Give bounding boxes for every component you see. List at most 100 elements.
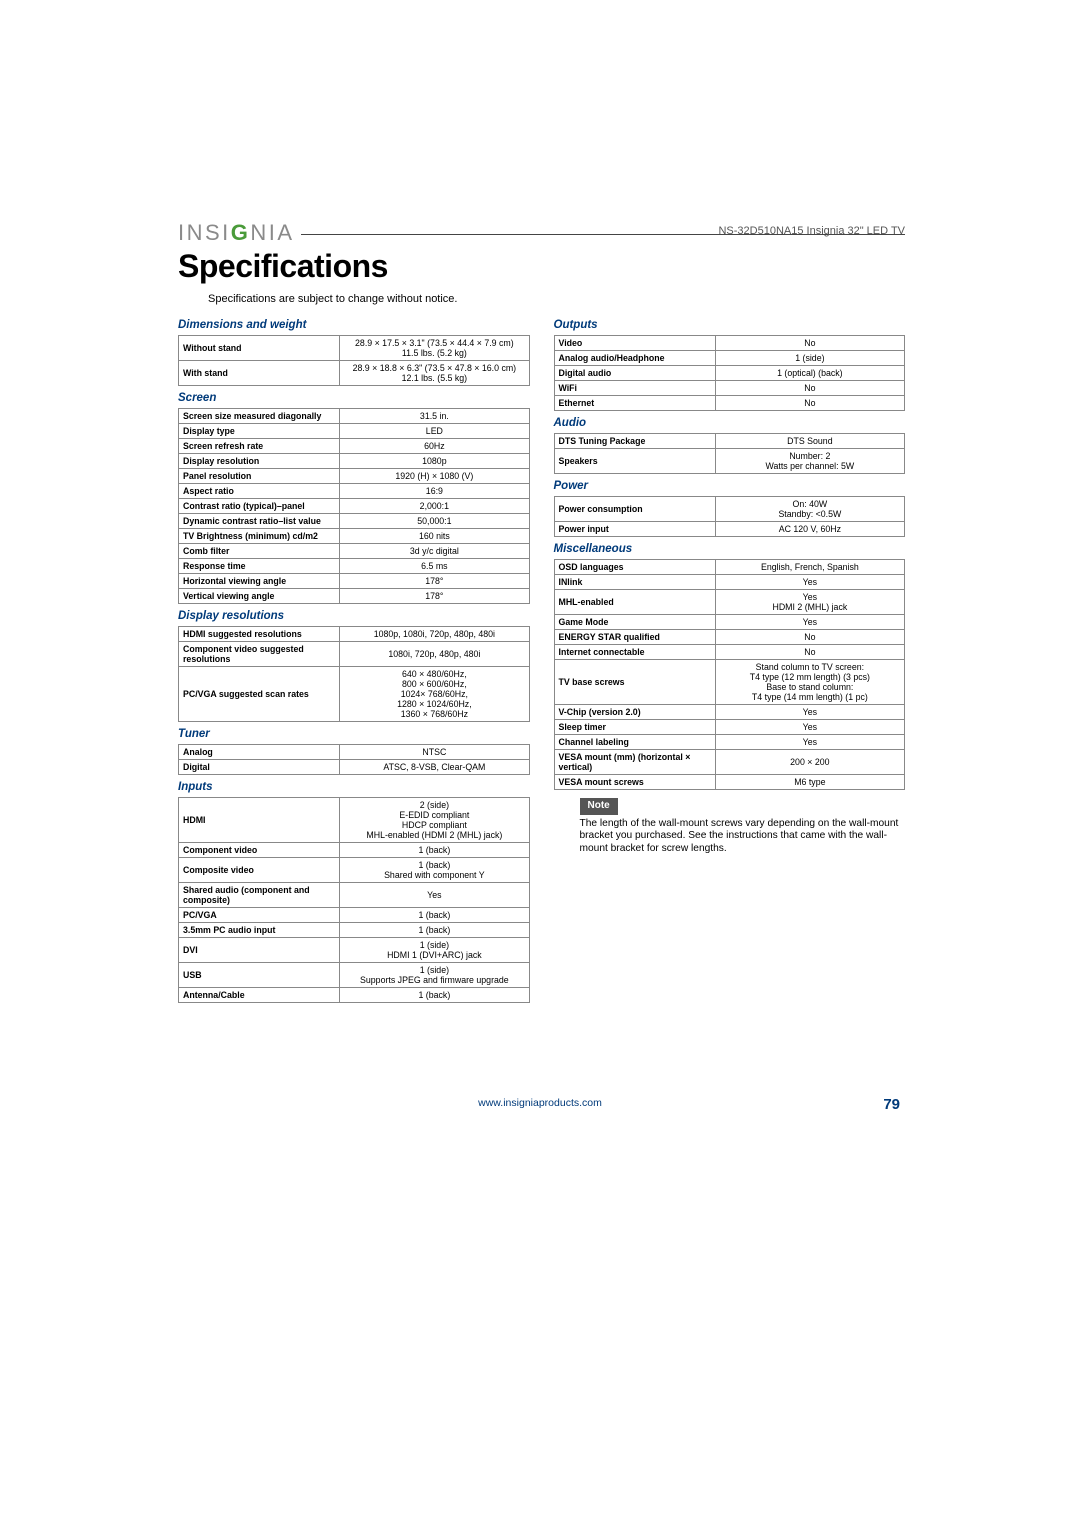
spec-key: Response time: [179, 559, 340, 574]
table-row: Component video1 (back): [179, 843, 530, 858]
section-dimensions-title: Dimensions and weight: [178, 319, 530, 331]
table-row: Composite video1 (back)Shared with compo…: [179, 858, 530, 883]
table-row: HDMI2 (side)E-EDID compliantHDCP complia…: [179, 798, 530, 843]
table-row: DTS Tuning PackageDTS Sound: [554, 434, 905, 449]
spec-value: 3d y/c digital: [340, 544, 529, 559]
table-row: WiFiNo: [554, 381, 905, 396]
spec-value: DTS Sound: [715, 434, 904, 449]
section-misc-title: Miscellaneous: [554, 543, 906, 555]
spec-value: Yes: [715, 705, 904, 720]
table-row: TV Brightness (minimum) cd/m2160 nits: [179, 529, 530, 544]
spec-value: 28.9 × 17.5 × 3.1" (73.5 × 44.4 × 7.9 cm…: [340, 336, 529, 361]
table-row: Response time6.5 ms: [179, 559, 530, 574]
logo-accent: G: [231, 220, 251, 245]
spec-key: HDMI suggested resolutions: [179, 627, 340, 642]
table-row: Sleep timerYes: [554, 720, 905, 735]
footer-url[interactable]: www.insigniaproducts.com: [478, 1097, 602, 1109]
spec-key: Component video: [179, 843, 340, 858]
spec-key: USB: [179, 963, 340, 988]
outputs-table: VideoNoAnalog audio/Headphone1 (side)Dig…: [554, 335, 906, 411]
spec-value: 1920 (H) × 1080 (V): [340, 469, 529, 484]
spec-value: 16:9: [340, 484, 529, 499]
table-row: Horizontal viewing angle178°: [179, 574, 530, 589]
table-row: DVI1 (side)HDMI 1 (DVI+ARC) jack: [179, 938, 530, 963]
table-row: Internet connectableNo: [554, 645, 905, 660]
spec-key: Digital: [179, 760, 340, 775]
columns: Dimensions and weight Without stand28.9 …: [178, 313, 905, 1003]
table-row: Digital audio1 (optical) (back): [554, 366, 905, 381]
table-row: SpeakersNumber: 2Watts per channel: 5W: [554, 449, 905, 474]
spec-key: Game Mode: [554, 615, 715, 630]
spec-value: On: 40WStandby: <0.5W: [715, 497, 904, 522]
spec-value: No: [715, 336, 904, 351]
spec-key: Channel labeling: [554, 735, 715, 750]
page-title: Specifications: [178, 248, 905, 285]
spec-key: Antenna/Cable: [179, 988, 340, 1003]
spec-key: DVI: [179, 938, 340, 963]
spec-key: ENERGY STAR qualified: [554, 630, 715, 645]
table-row: VESA mount (mm) (horizontal × vertical)2…: [554, 750, 905, 775]
spec-key: VESA mount (mm) (horizontal × vertical): [554, 750, 715, 775]
table-row: HDMI suggested resolutions1080p, 1080i, …: [179, 627, 530, 642]
brand-logo: INSIGNIA: [178, 220, 295, 246]
table-row: Power consumptionOn: 40WStandby: <0.5W: [554, 497, 905, 522]
table-row: INlinkYes: [554, 575, 905, 590]
spec-key: Screen size measured diagonally: [179, 409, 340, 424]
table-row: OSD languagesEnglish, French, Spanish: [554, 560, 905, 575]
spec-key: Vertical viewing angle: [179, 589, 340, 604]
table-row: Screen refresh rate60Hz: [179, 439, 530, 454]
spec-value: 1080i, 720p, 480p, 480i: [340, 642, 529, 667]
dimensions-table: Without stand28.9 × 17.5 × 3.1" (73.5 × …: [178, 335, 530, 386]
spec-key: Component video suggested resolutions: [179, 642, 340, 667]
spec-key: Ethernet: [554, 396, 715, 411]
table-row: Analog audio/Headphone1 (side): [554, 351, 905, 366]
spec-value: 1080p: [340, 454, 529, 469]
spec-value: Yes: [340, 883, 529, 908]
table-row: V-Chip (version 2.0)Yes: [554, 705, 905, 720]
spec-value: 1 (back): [340, 843, 529, 858]
table-row: 3.5mm PC audio input1 (back): [179, 923, 530, 938]
spec-key: Aspect ratio: [179, 484, 340, 499]
spec-key: Analog audio/Headphone: [554, 351, 715, 366]
spec-key: Speakers: [554, 449, 715, 474]
spec-value: 1 (side)Supports JPEG and firmware upgra…: [340, 963, 529, 988]
spec-value: 1 (back): [340, 988, 529, 1003]
section-outputs-title: Outputs: [554, 319, 906, 331]
note-text: The length of the wall-mount screws vary…: [580, 818, 906, 856]
page-number: 79: [883, 1096, 900, 1113]
spec-value: Yes: [715, 575, 904, 590]
table-row: AnalogNTSC: [179, 745, 530, 760]
table-row: PC/VGA1 (back): [179, 908, 530, 923]
spec-key: Screen refresh rate: [179, 439, 340, 454]
table-row: TV base screwsStand column to TV screen:…: [554, 660, 905, 705]
subhead: Specifications are subject to change wit…: [208, 293, 905, 305]
spec-key: V-Chip (version 2.0): [554, 705, 715, 720]
section-inputs-title: Inputs: [178, 781, 530, 793]
section-tuner-title: Tuner: [178, 728, 530, 740]
table-row: Shared audio (component and composite)Ye…: [179, 883, 530, 908]
note-box: Note The length of the wall-mount screws…: [580, 798, 906, 856]
spec-key: Composite video: [179, 858, 340, 883]
spec-value: 6.5 ms: [340, 559, 529, 574]
table-row: Component video suggested resolutions108…: [179, 642, 530, 667]
spec-value: 178°: [340, 589, 529, 604]
spec-value: YesHDMI 2 (MHL) jack: [715, 590, 904, 615]
table-row: EthernetNo: [554, 396, 905, 411]
tuner-table: AnalogNTSCDigitalATSC, 8-VSB, Clear-QAM: [178, 744, 530, 775]
spec-value: 200 × 200: [715, 750, 904, 775]
spec-value: English, French, Spanish: [715, 560, 904, 575]
table-row: USB1 (side)Supports JPEG and firmware up…: [179, 963, 530, 988]
table-row: DigitalATSC, 8-VSB, Clear-QAM: [179, 760, 530, 775]
spec-key: MHL-enabled: [554, 590, 715, 615]
right-column: Outputs VideoNoAnalog audio/Headphone1 (…: [554, 313, 906, 1003]
spec-value: Yes: [715, 735, 904, 750]
spec-value: 640 × 480/60Hz,800 × 600/60Hz,1024× 768/…: [340, 667, 529, 722]
spec-value: No: [715, 630, 904, 645]
spec-key: Digital audio: [554, 366, 715, 381]
spec-value: 2 (side)E-EDID compliantHDCP compliantMH…: [340, 798, 529, 843]
note-label: Note: [580, 798, 618, 815]
product-header: NS-32D510NA15 Insignia 32" LED TV: [718, 225, 905, 237]
spec-key: Display resolution: [179, 454, 340, 469]
spec-key: Without stand: [179, 336, 340, 361]
table-row: Without stand28.9 × 17.5 × 3.1" (73.5 × …: [179, 336, 530, 361]
